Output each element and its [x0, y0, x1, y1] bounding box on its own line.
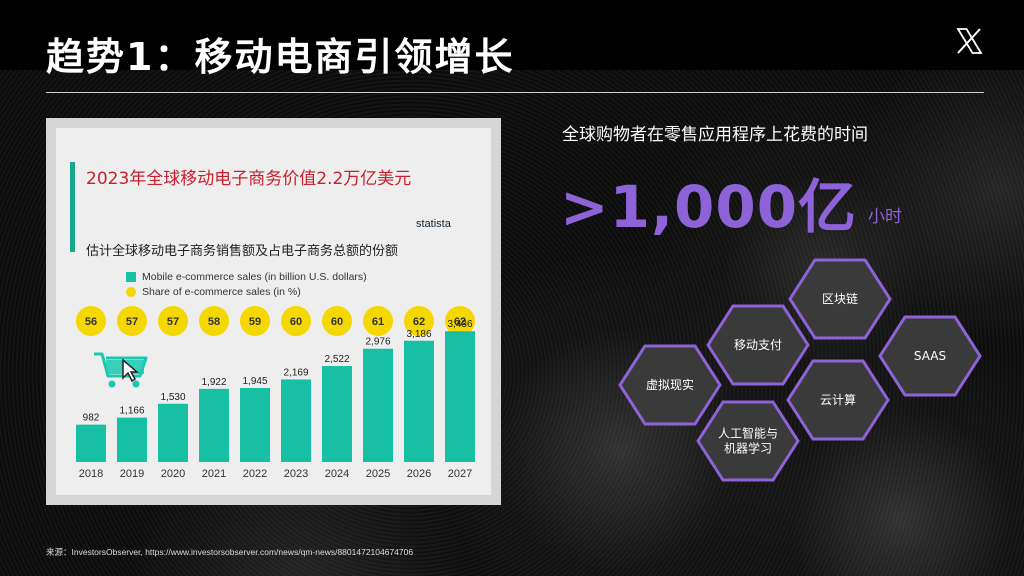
hexagon-item: 移动支付	[706, 304, 810, 386]
share-value-label: 57	[126, 316, 138, 328]
share-circle	[199, 306, 229, 336]
sales-value-label: 1,530	[160, 392, 185, 403]
hexagon-label: 区块链	[822, 291, 858, 306]
share-circle	[117, 306, 147, 336]
sales-bar	[117, 417, 147, 462]
share-value-label: 60	[290, 316, 302, 328]
sales-value-label: 1,166	[119, 406, 144, 417]
x-tick-label: 2026	[407, 468, 431, 480]
hexagon-shape	[618, 344, 722, 426]
x-tick-label: 2023	[284, 468, 308, 480]
legend-label-sales: Mobile e-commerce sales (in billion U.S.…	[142, 271, 367, 283]
share-value-label: 58	[208, 316, 220, 328]
hexagon-shape	[706, 304, 810, 386]
legend-label-share: Share of e-commerce sales (in %)	[142, 286, 301, 298]
sales-value-label: 3,436	[447, 319, 472, 330]
cursor-icon	[122, 358, 140, 383]
sales-bar	[404, 340, 434, 462]
legend-swatch-share	[126, 287, 136, 297]
sales-bar	[322, 366, 352, 462]
share-circle	[158, 306, 188, 336]
x-tick-label: 2022	[243, 468, 267, 480]
legend-item-share: Share of e-commerce sales (in %)	[126, 286, 301, 298]
hexagon-label: SAAS	[914, 349, 946, 363]
share-value-label: 56	[85, 316, 97, 328]
sales-bar	[363, 348, 393, 462]
shopping-cart-icon	[94, 352, 148, 388]
share-circle	[240, 306, 270, 336]
share-value-label: 60	[331, 316, 343, 328]
legend-swatch-sales	[126, 272, 136, 282]
share-circle	[363, 306, 393, 336]
sales-value-label: 2,522	[324, 354, 349, 365]
sales-bar	[199, 388, 229, 462]
title-divider	[46, 92, 984, 93]
share-circle	[76, 306, 106, 336]
x-tick-label: 2027	[448, 468, 472, 480]
chart-subtitle: 估计全球移动电子商务销售额及占电子商务总额的份额	[86, 244, 399, 259]
chart-title: 2023年全球移动电子商务价值2.2万亿美元	[86, 169, 412, 189]
chart-panel: 2023年全球移动电子商务价值2.2万亿美元 statista 估计全球移动电子…	[56, 128, 491, 495]
sales-bar	[76, 424, 106, 462]
x-tick-label: 2018	[79, 468, 103, 480]
hexagon-label: 虚拟现实	[646, 377, 694, 392]
chart-card: 2023年全球移动电子商务价值2.2万亿美元 statista 估计全球移动电子…	[46, 118, 501, 505]
source-citation: 来源：InvestorsObserver, https://www.invest…	[46, 547, 414, 557]
hexagon-item: 虚拟现实	[618, 344, 722, 426]
sales-value-label: 1,922	[201, 377, 226, 388]
share-circle	[445, 306, 475, 336]
title-accent-bar	[70, 162, 75, 252]
hexagon-item: SAAS	[878, 315, 982, 397]
slide-title: 趋势1：移动电商引领增长	[46, 35, 515, 79]
bar-chart: 56 982 2018 57 1,166 2019 57 1,530 2020 58 1,922 20…	[76, 306, 475, 480]
x-tick-label: 2019	[120, 468, 144, 480]
hexagon-label: 云计算	[820, 392, 856, 407]
sales-bar	[158, 403, 188, 462]
hexagon-label: 机器学习	[724, 441, 772, 456]
sales-bar	[445, 331, 475, 462]
share-value-label: 59	[249, 316, 261, 328]
share-circle	[281, 306, 311, 336]
statista-brand: statista	[416, 218, 451, 230]
stat-caption: 全球购物者在零售应用程序上花费的时间	[562, 125, 868, 145]
hexagon-shape	[788, 258, 892, 340]
sales-value-label: 982	[83, 413, 100, 424]
share-circle	[322, 306, 352, 336]
hexagon-shape	[786, 359, 890, 441]
hexagon-shape	[878, 315, 982, 397]
x-tick-label: 2024	[325, 468, 349, 480]
hexagon-item: 云计算	[786, 359, 890, 441]
hexagon-label: 移动支付	[734, 338, 782, 352]
legend-item-sales: Mobile e-commerce sales (in billion U.S.…	[126, 271, 367, 283]
share-value-label: 57	[167, 316, 179, 328]
x-logo-icon[interactable]	[954, 26, 984, 56]
x-tick-label: 2020	[161, 468, 185, 480]
sales-value-label: 3,186	[406, 329, 431, 340]
hexagon-shape	[696, 400, 800, 482]
share-value-label: 62	[454, 316, 466, 328]
sales-bar	[240, 387, 270, 462]
stat-value: >1,000亿	[560, 173, 858, 241]
share-value-label: 61	[372, 316, 384, 328]
hexagon-item: 区块链	[788, 258, 892, 340]
share-value-label: 62	[413, 316, 425, 328]
share-circle	[404, 306, 434, 336]
x-tick-label: 2025	[366, 468, 390, 480]
hexagon-label: 人工智能与	[718, 426, 778, 441]
sales-value-label: 1,945	[242, 376, 267, 387]
x-tick-label: 2021	[202, 468, 226, 480]
sales-bar	[281, 379, 311, 462]
sales-value-label: 2,976	[365, 337, 390, 348]
sales-value-label: 2,169	[283, 367, 308, 378]
stat-unit: 小时	[868, 207, 902, 227]
